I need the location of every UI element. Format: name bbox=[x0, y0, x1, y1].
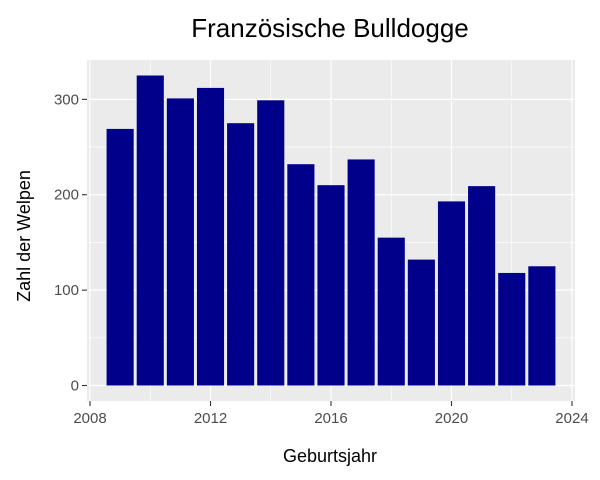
x-axis: 2008 2012 2016 2020 2024 bbox=[73, 401, 589, 427]
bar-2014 bbox=[257, 100, 285, 386]
chart-title: Französische Bulldogge bbox=[191, 13, 469, 43]
bar-2015 bbox=[287, 164, 315, 386]
x-tick-label: 2008 bbox=[73, 410, 106, 427]
bar-2018 bbox=[377, 237, 405, 386]
x-tick-label: 2012 bbox=[194, 410, 227, 427]
bar-2017 bbox=[347, 159, 375, 386]
y-tick-label: 300 bbox=[54, 91, 79, 108]
y-tick-label: 0 bbox=[71, 378, 79, 395]
bar-2023 bbox=[528, 266, 556, 386]
bar-2020 bbox=[437, 201, 466, 386]
bar-2009 bbox=[106, 128, 134, 386]
y-tick-label: 200 bbox=[54, 187, 79, 204]
bar-2010 bbox=[136, 75, 164, 386]
bar-2022 bbox=[498, 272, 526, 386]
bars bbox=[106, 75, 556, 386]
bar-2016 bbox=[317, 185, 345, 386]
y-axis-label: Zahl der Welpen bbox=[14, 170, 34, 302]
bar-2021 bbox=[468, 186, 496, 386]
x-tick-label: 2020 bbox=[435, 410, 468, 427]
x-tick-label: 2024 bbox=[555, 410, 588, 427]
x-axis-label: Geburtsjahr bbox=[283, 446, 377, 466]
bar-2013 bbox=[227, 123, 255, 386]
bar-2012 bbox=[196, 87, 225, 386]
y-axis: 0 100 200 300 bbox=[54, 91, 87, 395]
bar-2019 bbox=[407, 259, 435, 386]
bar-2011 bbox=[166, 98, 194, 386]
y-tick-label: 100 bbox=[54, 282, 79, 299]
x-tick-label: 2016 bbox=[314, 410, 347, 427]
